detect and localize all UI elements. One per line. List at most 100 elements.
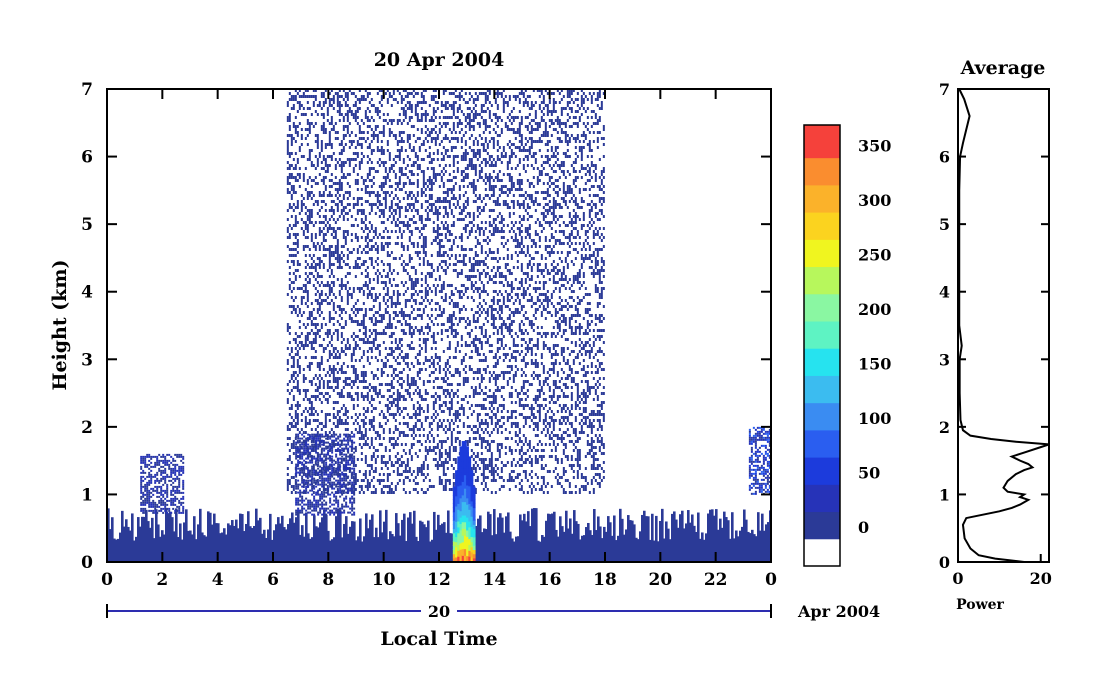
heatmap-cell <box>298 275 301 278</box>
heatmap-cell <box>394 182 397 185</box>
heatmap-cell <box>322 167 325 170</box>
heatmap-cell <box>286 104 289 107</box>
heatmap-cell <box>450 401 453 404</box>
heatmap-cell <box>478 293 481 296</box>
heatmap-cell <box>430 422 433 425</box>
heatmap-cell <box>273 530 276 562</box>
heatmap-cell <box>454 197 457 200</box>
heatmap-cell <box>432 230 435 233</box>
heatmap-cell <box>484 371 487 374</box>
heatmap-cell <box>418 395 421 398</box>
heatmap-cell <box>294 242 297 245</box>
heatmap-cell <box>376 248 379 251</box>
heatmap-cell <box>340 326 343 329</box>
heatmap-cell <box>374 233 377 236</box>
heatmap-cell <box>396 293 399 296</box>
heatmap-cell <box>374 491 377 494</box>
heatmap-cell <box>374 134 377 137</box>
heatmap-cell <box>440 404 443 407</box>
heatmap-cell <box>281 515 284 562</box>
heatmap-cell <box>330 227 333 230</box>
heatmap-cell <box>488 92 491 95</box>
heatmap-cell <box>468 137 471 140</box>
heatmap-cell <box>296 350 299 353</box>
heatmap-cell <box>348 146 351 149</box>
heatmap-cell <box>320 392 323 395</box>
heatmap-cell <box>484 92 487 95</box>
heatmap-cell <box>372 134 375 137</box>
heatmap-cell <box>384 281 387 284</box>
heatmap-cell <box>370 395 373 398</box>
heatmap-cell <box>482 404 485 407</box>
heatmap-cell <box>374 227 377 230</box>
heatmap-cell <box>452 473 455 476</box>
heatmap-cell <box>490 119 493 122</box>
heatmap-cell <box>476 431 479 434</box>
heatmap-cell <box>420 425 423 428</box>
heatmap-cell <box>286 149 289 152</box>
heatmap-cell <box>368 446 371 449</box>
heatmap-cell <box>219 533 222 562</box>
heatmap-cell <box>306 122 309 125</box>
heatmap-cell <box>460 245 463 248</box>
heatmap-cell <box>438 359 441 362</box>
heatmap-cell <box>388 179 391 182</box>
heatmap-cell <box>320 422 323 425</box>
heatmap-cell <box>326 386 329 389</box>
heatmap-cell <box>308 437 311 440</box>
heatmap-cell <box>478 260 481 263</box>
heatmap-cell <box>434 446 437 449</box>
heatmap-cell <box>400 170 403 173</box>
heatmap-cell <box>292 338 295 341</box>
heatmap-cell <box>482 122 485 125</box>
heatmap-cell <box>490 278 493 281</box>
heatmap-cell <box>326 221 329 224</box>
heatmap-cell <box>452 392 455 395</box>
heatmap-cell <box>484 446 487 449</box>
heatmap-cell <box>376 200 379 203</box>
heatmap-cell <box>316 434 319 437</box>
heatmap-cell <box>394 413 397 416</box>
heatmap-cell <box>444 425 447 428</box>
heatmap-cell <box>360 152 363 155</box>
heatmap-cell <box>342 284 345 287</box>
heatmap-cell <box>440 104 443 107</box>
heatmap-cell <box>398 134 401 137</box>
heatmap-cell <box>372 452 375 455</box>
heatmap-cell <box>314 419 317 422</box>
heatmap-cell <box>354 482 357 485</box>
heatmap-cell <box>458 296 461 299</box>
heatmap-cell <box>300 302 303 305</box>
heatmap-cell <box>428 287 431 290</box>
heatmap-cell <box>300 143 303 146</box>
heatmap-cell <box>328 263 331 266</box>
heatmap-cell <box>292 185 295 188</box>
heatmap-cell <box>374 194 377 197</box>
heatmap-cell <box>470 125 473 128</box>
heatmap-cell <box>316 203 319 206</box>
heatmap-cell <box>382 221 385 224</box>
heatmap-cell <box>410 110 413 113</box>
heatmap-cell <box>476 242 479 245</box>
heatmap-cell <box>452 203 455 206</box>
heatmap-cell <box>366 437 369 440</box>
heatmap-cell <box>420 170 423 173</box>
heatmap-cell <box>324 425 327 428</box>
heatmap-cell <box>348 191 351 194</box>
heatmap-cell <box>484 482 487 485</box>
heatmap-cell <box>452 329 455 332</box>
heatmap-cell <box>412 89 415 92</box>
heatmap-cell <box>324 422 327 425</box>
heatmap-cell <box>296 134 299 137</box>
heatmap-cell <box>464 176 467 179</box>
heatmap-cell <box>406 365 409 368</box>
heatmap-cell <box>346 218 349 221</box>
heatmap-cell <box>336 422 339 425</box>
heatmap-cell <box>432 323 435 326</box>
heatmap-cell <box>478 176 481 179</box>
heatmap-cell <box>290 296 293 299</box>
heatmap-cell <box>464 224 467 227</box>
heatmap-cell <box>364 332 367 335</box>
heatmap-cell <box>501 517 504 562</box>
heatmap-cell <box>442 167 445 170</box>
